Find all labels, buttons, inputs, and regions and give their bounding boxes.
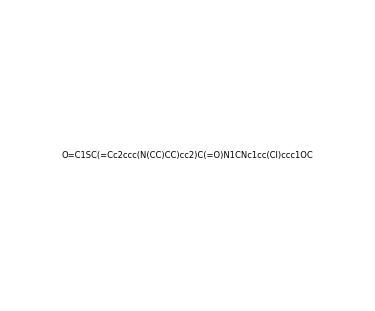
Text: O=C1SC(=Cc2ccc(N(CC)CC)cc2)C(=O)N1CNc1cc(Cl)ccc1OC: O=C1SC(=Cc2ccc(N(CC)CC)cc2)C(=O)N1CNc1cc… [62, 151, 314, 160]
